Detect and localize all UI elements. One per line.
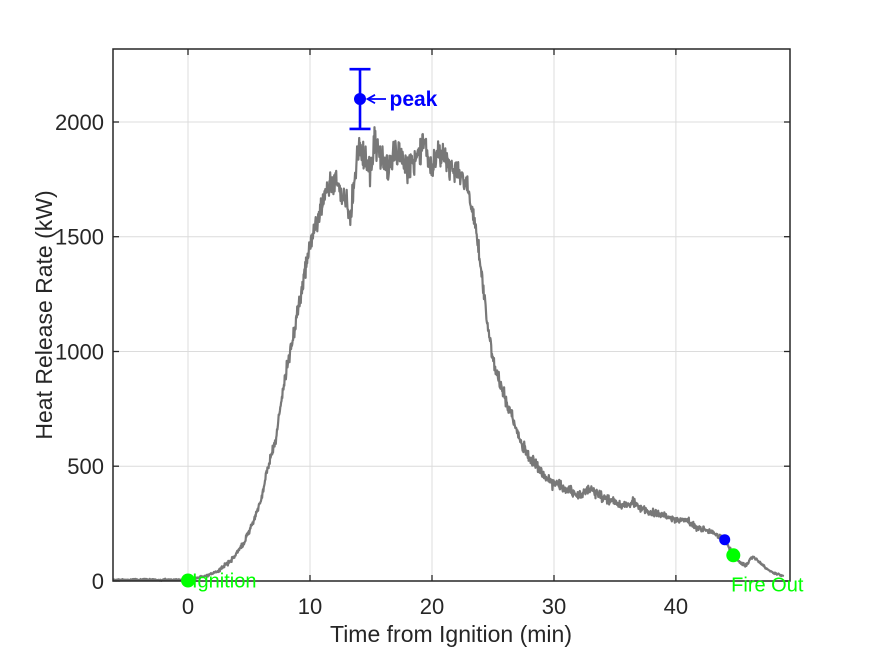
fire-out-label: Fire Out — [731, 574, 804, 596]
near-fire-out-marker — [719, 534, 731, 546]
y-tick-label: 1000 — [55, 340, 104, 365]
x-axis-label: Time from Ignition (min) — [330, 621, 572, 647]
plot-border — [112, 48, 791, 582]
y-tick-label: 0 — [92, 569, 104, 594]
y-tick-label: 2000 — [55, 110, 104, 135]
ignition-marker — [181, 573, 195, 588]
event-markers: Ignition Fire Out — [181, 534, 804, 596]
peak-marker — [354, 93, 366, 105]
x-tick-label: 20 — [420, 594, 444, 619]
tick-labels: 0 10 20 30 40 0 500 1000 1500 2000 — [55, 110, 688, 619]
y-tick-label: 1500 — [55, 225, 104, 250]
x-tick-label: 10 — [298, 594, 322, 619]
hrr-series-path — [113, 126, 785, 582]
x-tick-label: 30 — [542, 594, 566, 619]
peak-annotation: peak — [349, 67, 438, 131]
x-tick-label: 0 — [182, 594, 194, 619]
peak-label: peak — [390, 88, 438, 111]
fire-out-marker — [726, 548, 741, 563]
hrr-curve — [113, 126, 785, 582]
y-axis-label: Heat Release Rate (kW) — [31, 190, 57, 439]
peak-arrowhead-icon — [365, 94, 376, 105]
y-tick-label: 500 — [67, 454, 104, 479]
x-tick-label: 40 — [664, 594, 688, 619]
axes-frame — [112, 48, 791, 582]
grid-lines — [113, 49, 790, 581]
ignition-label: Ignition — [192, 571, 257, 593]
